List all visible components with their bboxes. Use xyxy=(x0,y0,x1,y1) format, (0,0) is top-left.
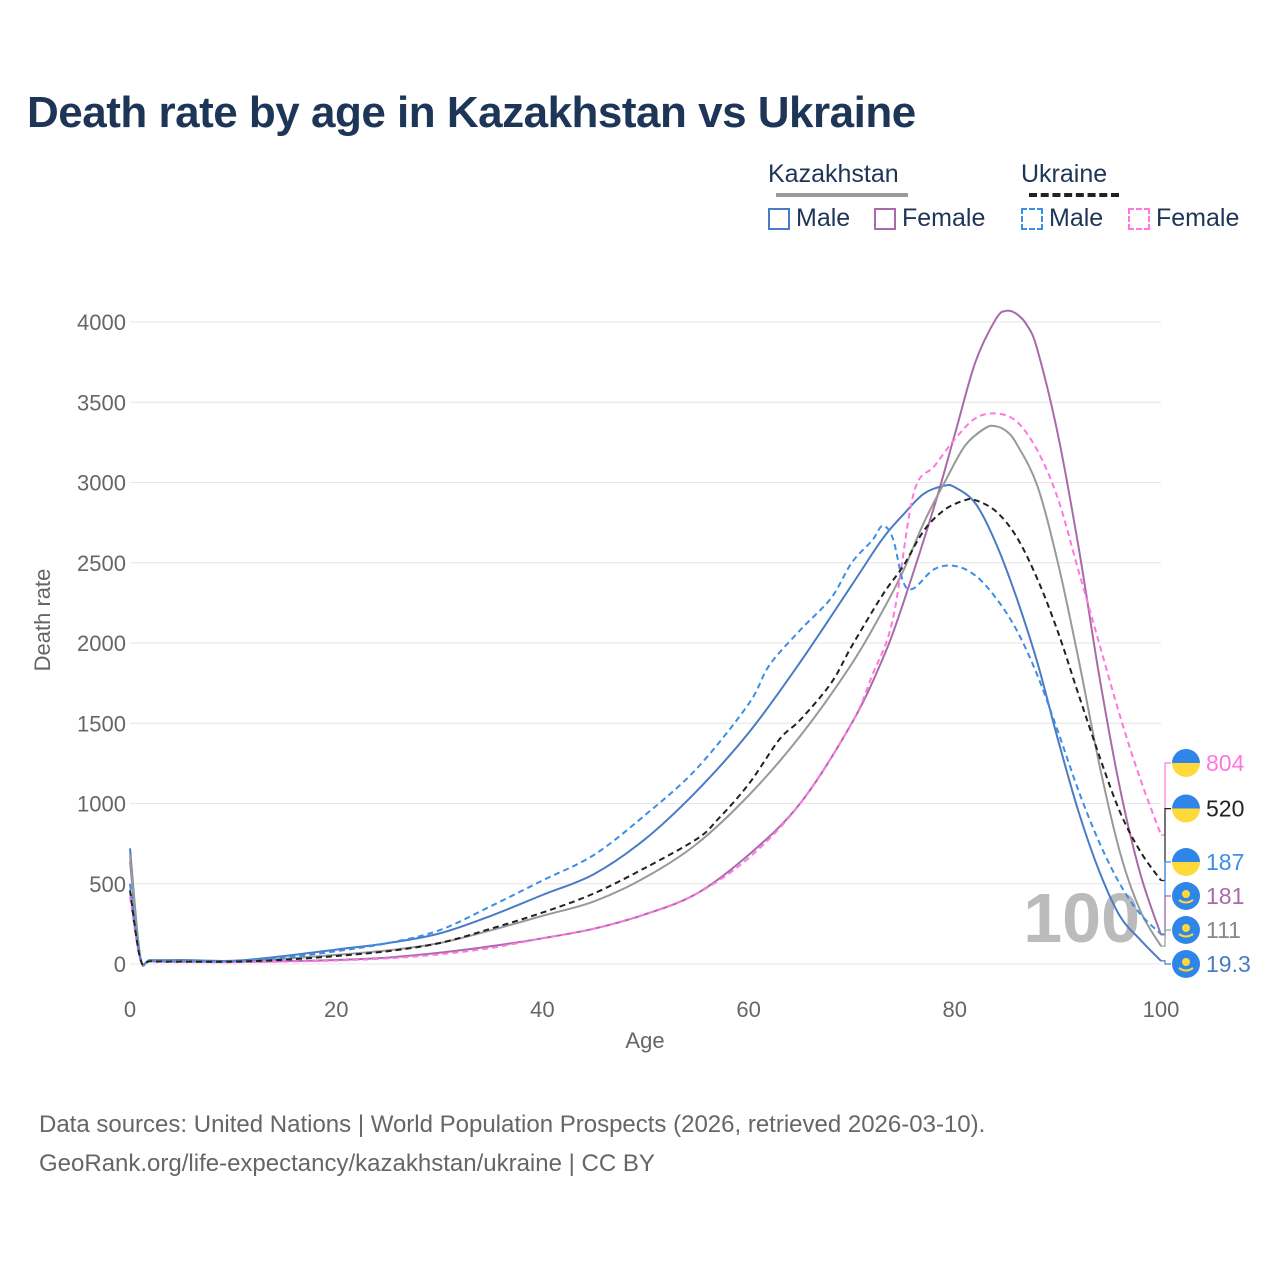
end-label-ukraine-total: 520 xyxy=(1161,794,1244,882)
kazakhstan-flag-eagle xyxy=(1178,899,1194,904)
label-leader xyxy=(1161,861,1171,935)
legend-group-kazakhstan[interactable]: Kazakhstan xyxy=(768,160,908,197)
y-tick-label: 2000 xyxy=(77,631,126,656)
kazakhstan-flag-sun xyxy=(1182,958,1190,966)
end-label-value: 19.3 xyxy=(1206,951,1251,977)
end-label-kazakhstan-male: 19.3 xyxy=(1161,950,1251,978)
end-label-value: 111 xyxy=(1206,917,1241,943)
label-leader xyxy=(1161,960,1171,965)
legend-label: Male xyxy=(796,204,851,232)
end-label-value: 187 xyxy=(1206,849,1244,875)
kazakhstan-flag-sun xyxy=(1182,924,1190,932)
end-label-kazakhstan-female: 181 xyxy=(1161,882,1244,936)
label-leader xyxy=(1161,808,1171,882)
legend-group-ukraine[interactable]: Ukraine xyxy=(1021,160,1119,197)
x-tick-label: 40 xyxy=(530,997,554,1022)
x-tick-label: 0 xyxy=(124,997,136,1022)
legend: Kazakhstan Ukraine Male Female Male Fema… xyxy=(760,160,1260,250)
gridlines xyxy=(130,321,1161,965)
y-tick-label: 2500 xyxy=(77,551,126,576)
footer-sources: Data sources: United Nations | World Pop… xyxy=(39,1111,986,1138)
y-tick-label: 500 xyxy=(89,872,126,897)
legend-label: Female xyxy=(902,204,986,232)
end-label-kazakhstan-total: 111 xyxy=(1161,916,1241,947)
y-tick-label: 0 xyxy=(114,952,126,977)
ukraine-flag-icon xyxy=(1172,848,1200,862)
x-tick-label: 100 xyxy=(1143,997,1180,1022)
kazakhstan-flag-eagle xyxy=(1178,967,1194,972)
x-axis-title: Age xyxy=(625,1028,664,1053)
legend-group-line xyxy=(776,193,908,197)
y-axis: 0 500 1000 1500 2000 2500 3000 3500 4000 xyxy=(77,310,126,977)
ukraine-flag-icon xyxy=(1172,748,1200,763)
series-line-kazakhstan-total[interactable] xyxy=(129,424,1162,967)
legend-swatch xyxy=(874,207,896,230)
label-leader xyxy=(1161,762,1171,836)
legend-item-ukraine-male[interactable]: Male xyxy=(1021,204,1103,233)
series-line-ukraine-female[interactable] xyxy=(129,412,1162,966)
x-tick-label: 60 xyxy=(736,997,760,1022)
year-watermark: 100 xyxy=(1023,879,1140,957)
legend-item-kazakhstan-male[interactable]: Male xyxy=(768,204,850,233)
series-line-ukraine-total[interactable] xyxy=(129,497,1162,966)
ukraine-flag-icon xyxy=(1172,794,1200,809)
legend-label: Male xyxy=(1049,204,1104,232)
end-labels: 804 520 187 181 111 19.3 xyxy=(1161,748,1251,978)
end-label-ukraine-female: 804 xyxy=(1161,748,1245,836)
footer-link[interactable]: GeoRank.org/life-expectancy/kazakhstan/u… xyxy=(39,1150,655,1177)
y-tick-label: 3500 xyxy=(77,390,126,415)
legend-swatch xyxy=(1021,207,1043,230)
ukraine-flag-icon xyxy=(1172,862,1200,876)
x-axis: 0 20 40 60 80 100 xyxy=(124,997,1179,1022)
y-tick-label: 1500 xyxy=(77,711,126,736)
label-leader xyxy=(1161,929,1171,947)
series-lines xyxy=(129,309,1162,967)
legend-item-ukraine-female[interactable]: Female xyxy=(1128,204,1239,233)
series-line-ukraine-male[interactable] xyxy=(129,524,1162,966)
y-axis-title: Death rate xyxy=(30,569,55,672)
legend-group-label: Kazakhstan xyxy=(768,160,899,188)
kazakhstan-flag-eagle xyxy=(1178,933,1194,938)
legend-swatch xyxy=(768,207,790,230)
legend-swatch xyxy=(1128,207,1150,230)
label-leader xyxy=(1161,895,1171,936)
footer: Data sources: United Nations | World Pop… xyxy=(39,1105,985,1183)
legend-item-kazakhstan-female[interactable]: Female xyxy=(874,204,985,233)
legend-group-label: Ukraine xyxy=(1021,160,1108,188)
y-tick-label: 4000 xyxy=(77,310,126,335)
kazakhstan-flag-sun xyxy=(1182,890,1190,898)
x-tick-label: 80 xyxy=(943,997,967,1022)
end-label-value: 181 xyxy=(1206,883,1244,909)
legend-group-line xyxy=(1029,193,1119,197)
ukraine-flag-icon xyxy=(1172,808,1200,823)
legend-label: Female xyxy=(1156,204,1240,232)
x-tick-label: 20 xyxy=(324,997,348,1022)
series-line-kazakhstan-male[interactable] xyxy=(129,483,1162,967)
y-tick-label: 3000 xyxy=(77,471,126,496)
ukraine-flag-icon xyxy=(1172,762,1200,777)
end-label-value: 520 xyxy=(1206,796,1244,822)
chart-title: Death rate by age in Kazakhstan vs Ukrai… xyxy=(27,88,916,137)
y-tick-label: 1000 xyxy=(77,792,126,817)
end-label-value: 804 xyxy=(1206,750,1245,776)
